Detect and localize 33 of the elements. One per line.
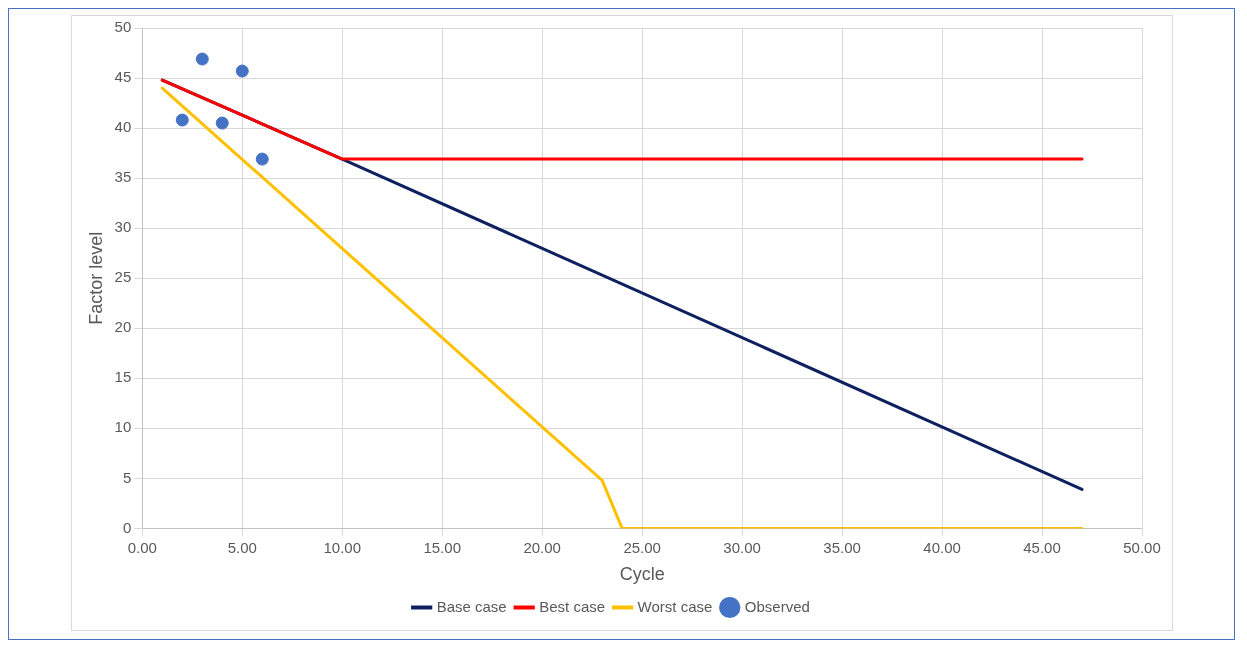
y-tick-label: 5 <box>122 468 132 486</box>
y-tick-label: 15 <box>114 368 132 386</box>
point <box>195 52 209 66</box>
y-tick-label: 45 <box>114 68 132 86</box>
point <box>235 64 249 78</box>
y-tick-label: 25 <box>114 268 132 286</box>
y-tick-label: 40 <box>114 118 132 136</box>
x-tick-label: 10.00 <box>323 538 361 556</box>
x-tick-label: 25.00 <box>623 538 661 556</box>
legend-label: Base case <box>436 597 507 615</box>
legend-label: Worst case <box>637 597 713 615</box>
y-tick-label: 30 <box>114 218 132 236</box>
point <box>215 116 229 130</box>
x-tick-label: 20.00 <box>523 538 561 556</box>
point <box>255 152 269 166</box>
x-tick-label: 0.00 <box>127 538 157 556</box>
y-tick-label: 10 <box>114 418 132 436</box>
point <box>175 113 189 127</box>
x-tick-label: 5.00 <box>227 538 257 556</box>
x-tick-label: 30.00 <box>723 538 761 556</box>
x-axis-title: Cycle <box>619 564 665 585</box>
y-tick-label: 20 <box>114 318 132 336</box>
y-tick-label: 0 <box>122 518 132 536</box>
x-tick-label: 40.00 <box>923 538 961 556</box>
y-axis-title: Factor level <box>85 231 106 325</box>
x-tick-label: 15.00 <box>423 538 461 556</box>
x-tick-label: 45.00 <box>1023 538 1061 556</box>
legend-label: Observed <box>744 597 810 615</box>
y-tick-label: 50 <box>114 18 132 36</box>
x-tick-label: 35.00 <box>823 538 861 556</box>
y-tick-label: 35 <box>114 168 132 186</box>
x-tick-label: 50.00 <box>1123 538 1161 556</box>
legend-label: Best case <box>539 597 606 615</box>
